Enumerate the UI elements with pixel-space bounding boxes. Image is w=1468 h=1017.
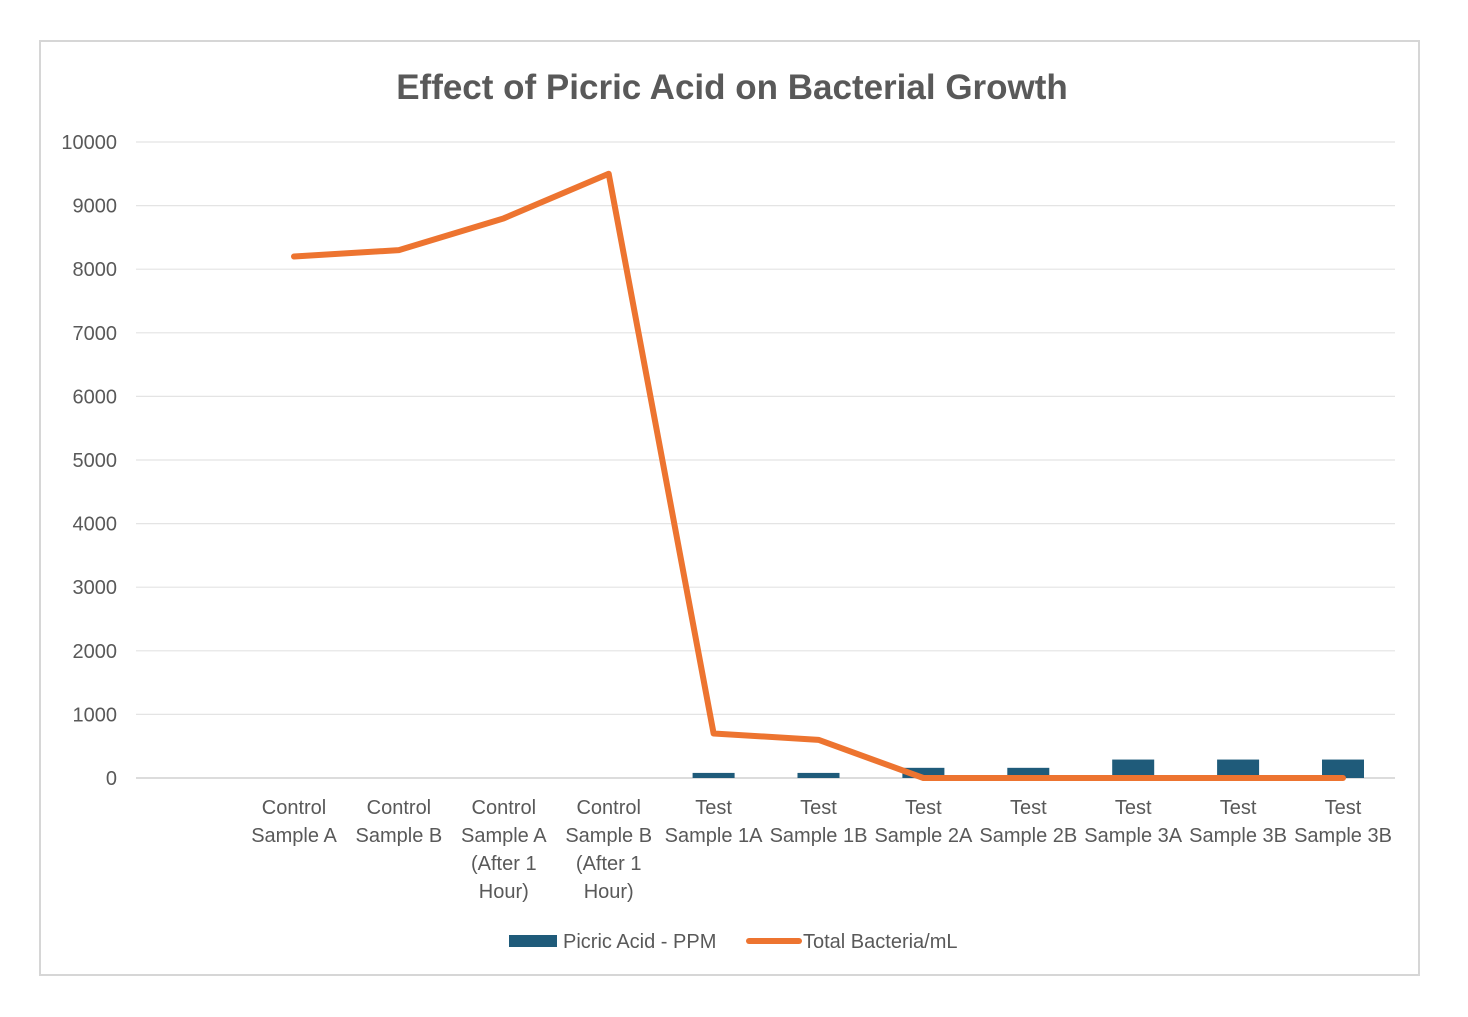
x-category-label: Control Sample A (After 1 Hour) (461, 797, 547, 903)
x-category-label-line: Hour) (584, 881, 634, 903)
legend-label-total-bacteria: Total Bacteria/mL (803, 931, 958, 953)
bar-picric-acid-10 (1322, 759, 1364, 778)
y-tick-label: 3000 (73, 577, 118, 599)
legend-swatch-picric-acid (509, 935, 557, 947)
x-category-label-line: Test (905, 797, 942, 819)
line-series-total-bacteria (291, 170, 1346, 781)
y-tick-label: 2000 (73, 641, 118, 663)
y-tick-label: 7000 (73, 323, 118, 345)
x-category-label: Test Sample 3B (1294, 797, 1392, 847)
legend-label-picric-acid: Picric Acid - PPM (563, 931, 716, 953)
x-category-label-line: (After 1 (471, 853, 537, 875)
x-category-label: Control Sample B (After 1 Hour) (565, 797, 652, 903)
bar-picric-acid-8 (1112, 759, 1155, 778)
x-category-label-line: Sample B (565, 825, 652, 847)
chart-title: Effect of Picric Acid on Bacterial Growt… (396, 68, 1068, 107)
x-category-label: Test Sample 2B (979, 797, 1077, 847)
x-category-label-line: Sample 2B (979, 825, 1077, 847)
legend: Picric Acid - PPM Total Bacteria/mL (509, 931, 958, 953)
x-category-label-line: Control (367, 797, 431, 819)
x-category-label-line: Sample A (251, 825, 337, 847)
x-category-label-line: Test (800, 797, 837, 819)
y-tick-label: 8000 (73, 259, 118, 281)
x-category-label-line: Sample 1A (665, 825, 763, 847)
x-category-label: Control Sample A (251, 797, 337, 847)
x-category-label-line: Test (1010, 797, 1047, 819)
x-category-label: Test Sample 3B (1189, 797, 1287, 847)
y-tick-label: 1000 (73, 704, 118, 726)
bar-picric-acid-5 (797, 772, 840, 778)
y-tick-label: 0 (106, 768, 117, 790)
x-category-label-line: Sample B (356, 825, 443, 847)
gridlines (136, 141, 1395, 779)
x-category-label-line: Control (262, 797, 326, 819)
x-category-label: Test Sample 3A (1084, 797, 1182, 847)
x-category-label-line: Sample A (461, 825, 547, 847)
x-category-label-line: Test (695, 797, 732, 819)
y-tick-label: 5000 (73, 450, 118, 472)
x-category-label-line: Sample 3B (1294, 825, 1392, 847)
chart-svg: Effect of Picric Acid on Bacterial Growt… (61, 68, 1395, 953)
bar-picric-acid-6 (902, 767, 945, 778)
x-category-label: Test Sample 1A (665, 797, 763, 847)
x-category-label: Test Sample 2A (874, 797, 972, 847)
y-tick-label: 4000 (73, 514, 118, 536)
x-category-label-line: (After 1 (576, 853, 642, 875)
x-category-label-line: Test (1325, 797, 1362, 819)
x-category-label-line: Control (472, 797, 536, 819)
x-category-label-line: Sample 2A (874, 825, 972, 847)
y-tick-label: 6000 (73, 386, 118, 408)
x-category-label-line: Sample 1B (770, 825, 868, 847)
x-category-label-line: Test (1220, 797, 1257, 819)
line-total-bacteria (291, 170, 1346, 781)
bar-series-picric-acid (692, 759, 1364, 778)
y-tick-label: 9000 (73, 196, 118, 218)
bar-picric-acid-9 (1217, 759, 1260, 778)
x-category-label-line: Test (1115, 797, 1152, 819)
x-category-label: Control Sample B (356, 797, 443, 847)
x-axis-labels: Control Sample A Control Sample B Control Sam… (251, 797, 1392, 903)
x-category-label-line: Sample 3A (1084, 825, 1182, 847)
x-category-label: Test Sample 1B (770, 797, 868, 847)
x-category-label-line: Sample 3B (1189, 825, 1287, 847)
y-tick-label: 10000 (61, 132, 117, 154)
chart-frame: Effect of Picric Acid on Bacterial Growt… (39, 40, 1420, 976)
bar-picric-acid-4 (692, 772, 735, 778)
x-category-label-line: Control (576, 797, 640, 819)
x-category-label-line: Hour) (479, 881, 529, 903)
y-axis-ticks: 0 1000 2000 3000 4000 5000 6000 7000 8000 9000 100… (61, 132, 117, 790)
bar-picric-acid-7 (1007, 767, 1050, 778)
